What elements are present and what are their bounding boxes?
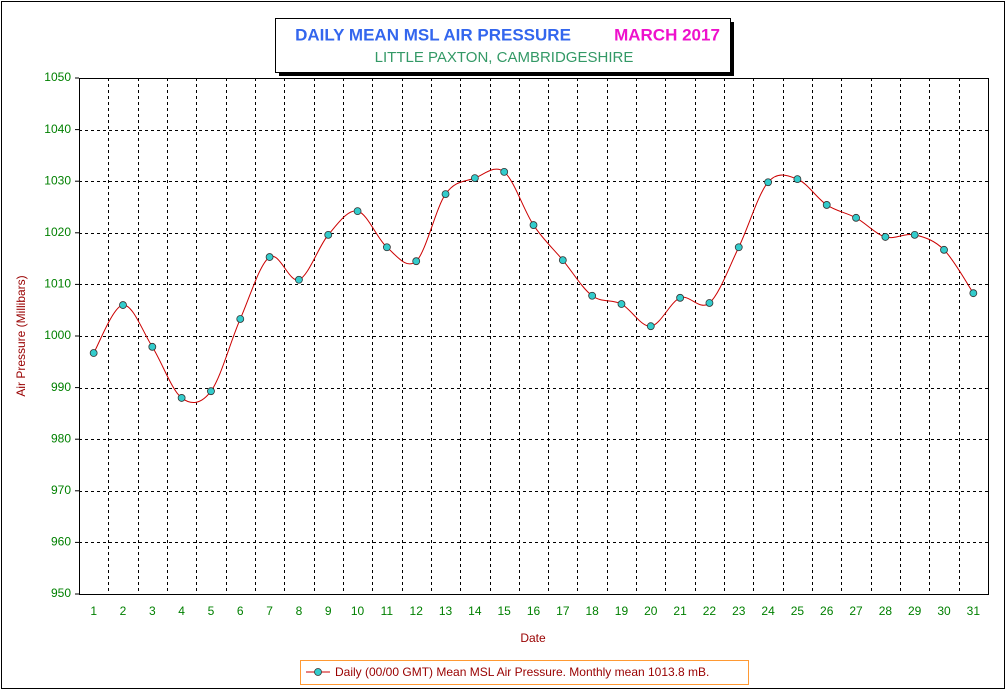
x-tick-label: 23 xyxy=(732,604,746,618)
y-tick-label: 950 xyxy=(51,586,71,600)
x-tick-label: 25 xyxy=(791,604,805,618)
data-point xyxy=(705,299,714,307)
y-tick-label: 1020 xyxy=(44,225,71,239)
x-tick-label: 13 xyxy=(439,604,453,618)
legend-marker xyxy=(314,668,322,676)
data-point xyxy=(382,243,391,252)
x-tick-label: 24 xyxy=(761,604,775,618)
x-tick-label: 11 xyxy=(381,604,394,618)
data-point xyxy=(764,178,772,187)
x-tick-label: 5 xyxy=(208,604,215,618)
data-point xyxy=(177,394,186,402)
data-point xyxy=(529,221,538,229)
x-tick-label: 19 xyxy=(615,604,629,618)
data-point xyxy=(207,387,215,396)
y-tick-label: 990 xyxy=(51,380,71,394)
data-point xyxy=(910,230,919,239)
data-point xyxy=(646,322,655,331)
legend-box xyxy=(300,660,749,685)
x-tick-label: 15 xyxy=(497,604,511,618)
data-point xyxy=(588,291,597,300)
data-point xyxy=(353,207,362,216)
data-point xyxy=(881,233,890,241)
data-point xyxy=(470,174,479,183)
x-tick-label: 20 xyxy=(644,604,658,618)
data-point xyxy=(265,253,274,261)
data-point xyxy=(324,230,333,239)
chart-subtitle: LITTLE PAXTON, CAMBRIDGESHIRE xyxy=(375,49,634,66)
data-point xyxy=(558,256,567,265)
y-tick-label: 980 xyxy=(51,431,71,445)
x-tick-label: 6 xyxy=(237,604,244,618)
x-tick-label: 12 xyxy=(410,604,424,618)
data-point xyxy=(822,201,831,209)
y-tick-label: 970 xyxy=(51,483,71,497)
data-point xyxy=(793,175,802,184)
y-axis-label: Air Pressure (Millibars) xyxy=(14,275,28,396)
x-axis-label: Date xyxy=(520,631,546,645)
x-tick-label: 28 xyxy=(879,604,893,618)
legend-label: Daily (00/00 GMT) Mean MSL Air Pressure.… xyxy=(335,665,709,679)
x-tick-label: 31 xyxy=(967,604,981,618)
x-tick-label: 22 xyxy=(703,604,717,618)
x-tick-label: 27 xyxy=(849,604,863,618)
data-point xyxy=(119,301,127,309)
y-tick-label: 1040 xyxy=(44,122,71,136)
plot-area xyxy=(79,78,989,595)
x-tick-label: 17 xyxy=(556,604,570,618)
x-tick-label: 1 xyxy=(90,604,97,618)
data-point xyxy=(734,243,743,252)
y-tick-label: 1000 xyxy=(44,328,71,342)
x-tick-label: 3 xyxy=(149,604,156,618)
x-tick-label: 7 xyxy=(266,604,273,618)
data-point xyxy=(89,349,98,357)
x-tick-label: 14 xyxy=(468,604,482,618)
y-tick-label: 1010 xyxy=(44,277,71,291)
chart-title: DAILY MEAN MSL AIR PRESSURE xyxy=(295,25,571,44)
x-tick-label: 10 xyxy=(351,604,365,618)
x-tick-label: 29 xyxy=(908,604,922,618)
data-point xyxy=(500,168,509,176)
y-tick-label: 1030 xyxy=(44,173,71,187)
data-point xyxy=(852,213,860,222)
y-tick-label: 1050 xyxy=(44,70,71,84)
data-point xyxy=(940,245,948,254)
data-point xyxy=(441,190,450,199)
x-tick-label: 8 xyxy=(296,604,303,618)
x-tick-label: 21 xyxy=(673,604,687,618)
x-tick-label: 30 xyxy=(937,604,951,618)
y-tick-label: 960 xyxy=(51,535,71,549)
x-tick-label: 16 xyxy=(527,604,541,618)
data-point xyxy=(236,315,245,323)
x-tick-label: 4 xyxy=(178,604,185,618)
data-point xyxy=(969,289,978,298)
x-tick-label: 2 xyxy=(120,604,127,618)
title-box xyxy=(275,18,731,73)
chart-title-month: MARCH 2017 xyxy=(614,25,720,44)
x-tick-label: 9 xyxy=(325,604,332,618)
x-tick-label: 26 xyxy=(820,604,834,618)
data-point xyxy=(617,300,626,308)
data-point xyxy=(412,257,421,266)
data-point xyxy=(148,342,157,351)
data-point xyxy=(676,293,685,302)
x-tick-label: 18 xyxy=(585,604,599,618)
data-point xyxy=(295,275,303,284)
